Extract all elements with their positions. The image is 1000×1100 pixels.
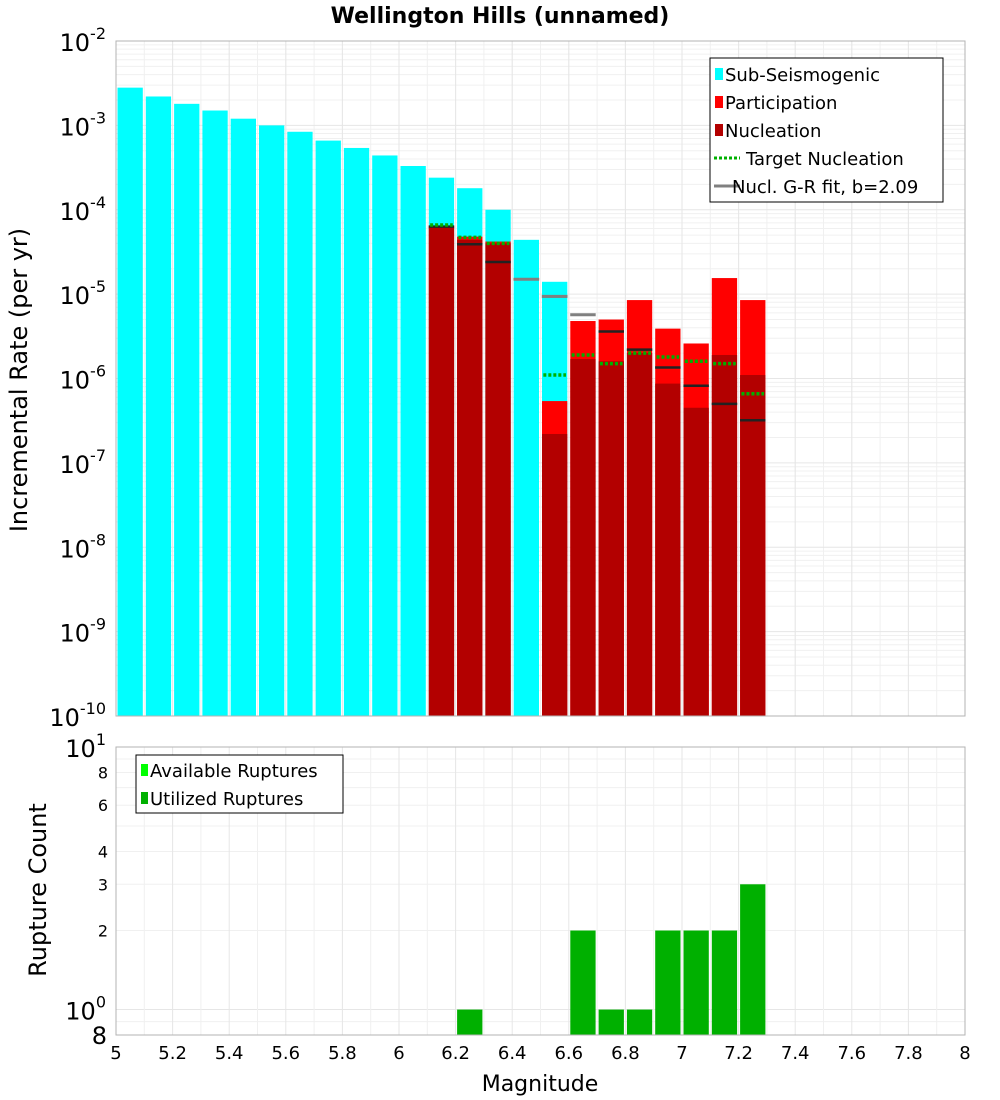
legend-label: Nucleation	[725, 121, 821, 142]
rate-y-tick-label: 10-9	[60, 615, 107, 648]
x-tick-label: 5.8	[328, 1043, 357, 1064]
x-tick-label: 6.8	[611, 1043, 640, 1064]
legend-swatch	[715, 124, 723, 136]
legend-label: Nucl. G-R fit, b=2.09	[732, 177, 918, 198]
utilized-rupture-bar	[570, 930, 596, 1035]
rate-y-tick-label: 10-3	[60, 108, 107, 141]
rate-legend: Sub-Seismogenic Participation Nucleation Ta…	[709, 57, 944, 203]
nucleation-bar	[683, 407, 709, 716]
legend-label: Available Ruptures	[150, 761, 318, 782]
sub-seismogenic-bar	[230, 118, 256, 716]
count-y-tick-label: 4	[98, 842, 108, 861]
count-y-bottom-label: 8	[92, 1022, 107, 1050]
x-tick-label: 6.4	[498, 1043, 527, 1064]
nucleation-bar	[655, 383, 681, 716]
nucleation-bar	[570, 359, 596, 716]
legend-swatch	[141, 792, 148, 804]
nucleation-bar	[457, 239, 483, 716]
rate-bars	[117, 87, 766, 717]
nucleation-bar	[428, 227, 455, 716]
x-tick-label: 5.4	[215, 1043, 244, 1064]
rate-y-axis-label: Incremental Rate (per yr)	[5, 228, 33, 532]
x-tick-label: 5.2	[158, 1043, 187, 1064]
rate-plot-frame	[115, 40, 966, 717]
legend-label: Utilized Ruptures	[150, 789, 303, 810]
legend-swatch	[141, 764, 148, 776]
count-x-ticks: 5 5.2 5.4 5.6 5.8 6 6.2 6.4 6.6 6.8 7 7.2 7.4 7.6 7.8 8	[110, 1043, 970, 1064]
rate-y-tick-label: 10-10	[49, 699, 106, 732]
rate-y-tick-label: 10-2	[60, 24, 107, 57]
count-bars	[457, 884, 766, 1035]
nucleation-bar	[711, 354, 738, 716]
nucleation-bar	[740, 375, 766, 716]
count-y-tick-label: 2	[98, 922, 108, 941]
legend-label: Target Nucleation	[745, 149, 904, 170]
rate-y-tick-label: 10-8	[60, 530, 107, 563]
legend-swatch	[715, 68, 723, 80]
x-tick-label: 5.6	[271, 1043, 300, 1064]
nucleation-bar	[542, 433, 568, 716]
utilized-rupture-bar	[683, 930, 709, 1035]
rate-y-tick-label: 10-5	[60, 277, 107, 310]
rate-y-tick-label: 10-7	[60, 446, 107, 479]
x-tick-label: 7.2	[724, 1043, 753, 1064]
sub-seismogenic-bar	[202, 110, 228, 716]
nucleation-bar	[485, 243, 511, 717]
x-tick-label: 6.6	[554, 1043, 583, 1064]
sub-seismogenic-bar	[400, 166, 426, 717]
utilized-rupture-bar	[655, 930, 681, 1035]
sub-seismogenic-bar	[174, 103, 200, 717]
sub-seismogenic-bar	[117, 87, 143, 716]
sub-seismogenic-bar	[287, 131, 313, 717]
x-tick-label: 7.4	[781, 1043, 810, 1064]
rate-y-ticks: 10-2 10-3 10-4 10-5 10-6 10-7 10-8 10-9 10-10	[49, 24, 106, 732]
count-y-major-label: 101	[65, 730, 106, 763]
count-y-major-label: 100	[65, 993, 106, 1026]
chart-title: Wellington Hills (unnamed)	[331, 4, 670, 29]
rate-legend-box	[709, 57, 944, 203]
count-y-axis-label: Rupture Count	[24, 803, 52, 977]
x-tick-label: 7.6	[837, 1043, 866, 1064]
rate-y-tick-label: 10-4	[60, 193, 107, 226]
utilized-rupture-bar	[711, 930, 738, 1035]
utilized-rupture-bar	[626, 1009, 653, 1035]
sub-seismogenic-bar	[259, 125, 285, 716]
count-plot-frame	[115, 746, 966, 1036]
rate-markers	[428, 223, 766, 422]
count-y-tick-label: 8	[98, 763, 108, 782]
x-tick-label: 5	[110, 1043, 121, 1064]
count-legend: Available Ruptures Utilized Ruptures	[135, 754, 344, 814]
rate-y-tick-label: 10-6	[60, 362, 107, 395]
utilized-rupture-bar	[598, 1009, 624, 1035]
nucleation-bar	[626, 353, 653, 716]
x-tick-label: 7	[676, 1043, 687, 1064]
count-y-tick-label: 3	[98, 875, 108, 894]
x-axis-label: Magnitude	[482, 1072, 599, 1097]
x-tick-label: 6.2	[441, 1043, 470, 1064]
utilized-rupture-bar	[740, 884, 766, 1035]
sub-seismogenic-bar	[343, 147, 370, 716]
count-legend-box	[135, 754, 344, 814]
x-tick-label: 6	[393, 1043, 404, 1064]
x-tick-label: 7.8	[894, 1043, 923, 1064]
legend-swatch	[715, 96, 723, 108]
sub-seismogenic-bar	[372, 155, 398, 716]
nucleation-bar	[598, 361, 624, 716]
x-tick-label: 8	[959, 1043, 970, 1064]
rate-panel: 10-2 10-3 10-4 10-5 10-6 10-7 10-8 10-9 10-10 In…	[5, 24, 966, 732]
count-y-tick-label: 6	[98, 796, 108, 815]
utilized-rupture-bar	[457, 1009, 483, 1035]
legend-label: Sub-Seismogenic	[725, 65, 880, 86]
sub-seismogenic-bar	[513, 239, 539, 716]
sub-seismogenic-bar	[315, 140, 341, 717]
sub-seismogenic-bar	[145, 96, 172, 716]
legend-label: Participation	[725, 93, 837, 114]
count-grid	[115, 746, 966, 1035]
